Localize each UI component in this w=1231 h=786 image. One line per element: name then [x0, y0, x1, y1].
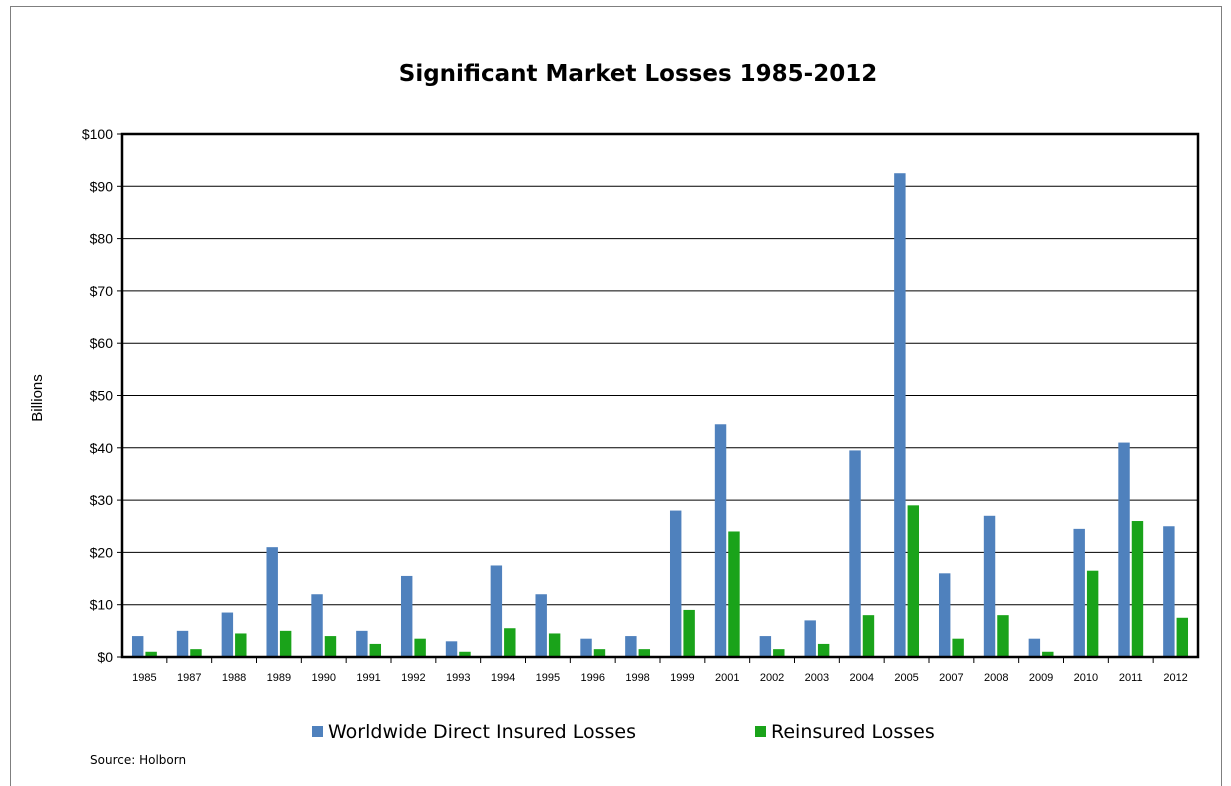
- x-tick-label: 1995: [536, 672, 560, 684]
- y-tick-label: $70: [90, 283, 114, 299]
- x-axis-ticks: 1985 1987 1988 1989 1990 1991 1992 1993 1994 1995…: [132, 657, 1188, 684]
- legend: Worldwide Direct Insured Losses Reinsured…: [312, 721, 935, 743]
- x-tick-label: 1988: [222, 672, 246, 684]
- chart-title: Significant Market Losses 1985-2012: [399, 61, 878, 87]
- bar-direct-insured: [356, 630, 368, 657]
- y-tick-label: $20: [90, 544, 114, 560]
- bar-reinsured: [190, 649, 202, 657]
- x-tick-label: 1993: [446, 672, 470, 684]
- x-tick-label: 1996: [581, 672, 605, 684]
- y-tick-label: $0: [97, 649, 113, 665]
- y-tick-label: $80: [90, 231, 114, 247]
- x-tick-label: 1998: [625, 672, 649, 684]
- x-tick-label: 1989: [267, 672, 291, 684]
- chart-frame: Significant Market Losses 1985-2012 $0 $1…: [10, 6, 1222, 786]
- bar-reinsured: [638, 649, 651, 657]
- bar-direct-insured: [804, 620, 816, 657]
- bar-direct-insured: [714, 424, 727, 657]
- gridlines: [122, 185, 1198, 606]
- legend-label: Worldwide Direct Insured Losses: [328, 721, 636, 743]
- bar-direct-insured: [535, 594, 547, 657]
- x-tick-label: 2011: [1119, 672, 1143, 684]
- bar-direct-insured: [894, 173, 906, 657]
- legend-swatch: [312, 726, 323, 737]
- bar-direct-insured: [1073, 528, 1085, 657]
- x-tick-label: 2012: [1163, 672, 1187, 684]
- x-tick-label: 1991: [356, 672, 380, 684]
- bar-direct-insured: [849, 450, 861, 657]
- x-tick-label: 1994: [491, 672, 515, 684]
- bar-direct-insured: [983, 515, 996, 657]
- bar-direct-insured: [490, 565, 503, 657]
- bar-reinsured: [683, 609, 695, 657]
- bar-direct-insured: [625, 636, 637, 657]
- bar-reinsured: [773, 649, 785, 657]
- y-tick-label: $50: [90, 388, 114, 404]
- bar-direct-insured: [1028, 638, 1041, 657]
- x-tick-label: 1992: [401, 672, 425, 684]
- bar-reinsured: [952, 638, 964, 657]
- bar-direct-insured: [400, 575, 413, 657]
- bar-direct-insured: [1118, 442, 1130, 657]
- x-tick-label: 2005: [894, 672, 918, 684]
- bar-reinsured: [862, 615, 875, 657]
- chart-svg: Significant Market Losses 1985-2012 $0 $1…: [29, 61, 1200, 767]
- bar-reinsured: [1131, 521, 1144, 657]
- bar-reinsured: [1042, 651, 1054, 657]
- x-tick-label: 2001: [715, 672, 739, 684]
- bar-reinsured: [997, 615, 1009, 657]
- legend-swatch: [755, 726, 766, 737]
- y-tick-label: $10: [90, 597, 114, 613]
- bar-reinsured: [817, 643, 830, 657]
- bar-direct-insured: [580, 638, 592, 657]
- bar-reinsured: [728, 531, 740, 657]
- y-tick-label: $90: [90, 178, 114, 194]
- legend-label: Reinsured Losses: [771, 721, 935, 743]
- y-tick-label: $40: [90, 440, 114, 456]
- x-tick-label: 2003: [805, 672, 829, 684]
- x-tick-label: 2010: [1074, 672, 1098, 684]
- source-note: Source: Holborn: [90, 753, 186, 767]
- bar-direct-insured: [266, 547, 278, 657]
- bars: [131, 173, 1189, 657]
- bar-reinsured: [548, 633, 561, 657]
- x-tick-label: 2002: [760, 672, 784, 684]
- bar-reinsured: [1086, 570, 1099, 657]
- bar-direct-insured: [1163, 526, 1175, 657]
- x-tick-label: 2007: [939, 672, 963, 684]
- bar-direct-insured: [445, 641, 458, 657]
- bar-direct-insured: [131, 636, 144, 657]
- x-tick-label: 1999: [670, 672, 694, 684]
- bar-reinsured: [504, 628, 516, 657]
- bar-direct-insured: [221, 612, 234, 657]
- bar-reinsured: [279, 630, 292, 657]
- bar-reinsured: [369, 643, 382, 657]
- bar-reinsured: [459, 651, 471, 657]
- x-tick-label: 2008: [984, 672, 1008, 684]
- bar-direct-insured: [759, 636, 772, 657]
- x-tick-label: 2004: [850, 672, 874, 684]
- x-tick-label: 1987: [177, 672, 201, 684]
- y-tick-label: $60: [90, 335, 114, 351]
- bar-direct-insured: [938, 573, 951, 657]
- y-axis-ticks: $0 $10 $20 $30 $40 $50 $60 $70 $80 $90 $100: [82, 126, 122, 665]
- bar-direct-insured: [311, 594, 323, 657]
- y-tick-label: $100: [82, 126, 113, 142]
- x-tick-label: 1990: [312, 672, 336, 684]
- bar-reinsured: [414, 638, 426, 657]
- bar-direct-insured: [669, 510, 682, 657]
- bar-reinsured: [593, 649, 606, 657]
- y-axis-label: Billions: [29, 374, 46, 422]
- bar-reinsured: [235, 633, 247, 657]
- bar-reinsured: [1176, 617, 1189, 657]
- bar-direct-insured: [176, 630, 189, 657]
- y-tick-label: $30: [90, 492, 114, 508]
- x-tick-label: 1985: [132, 672, 156, 684]
- x-tick-label: 2009: [1029, 672, 1053, 684]
- bar-reinsured: [145, 651, 157, 657]
- bar-reinsured: [907, 505, 920, 657]
- bar-reinsured: [324, 636, 337, 657]
